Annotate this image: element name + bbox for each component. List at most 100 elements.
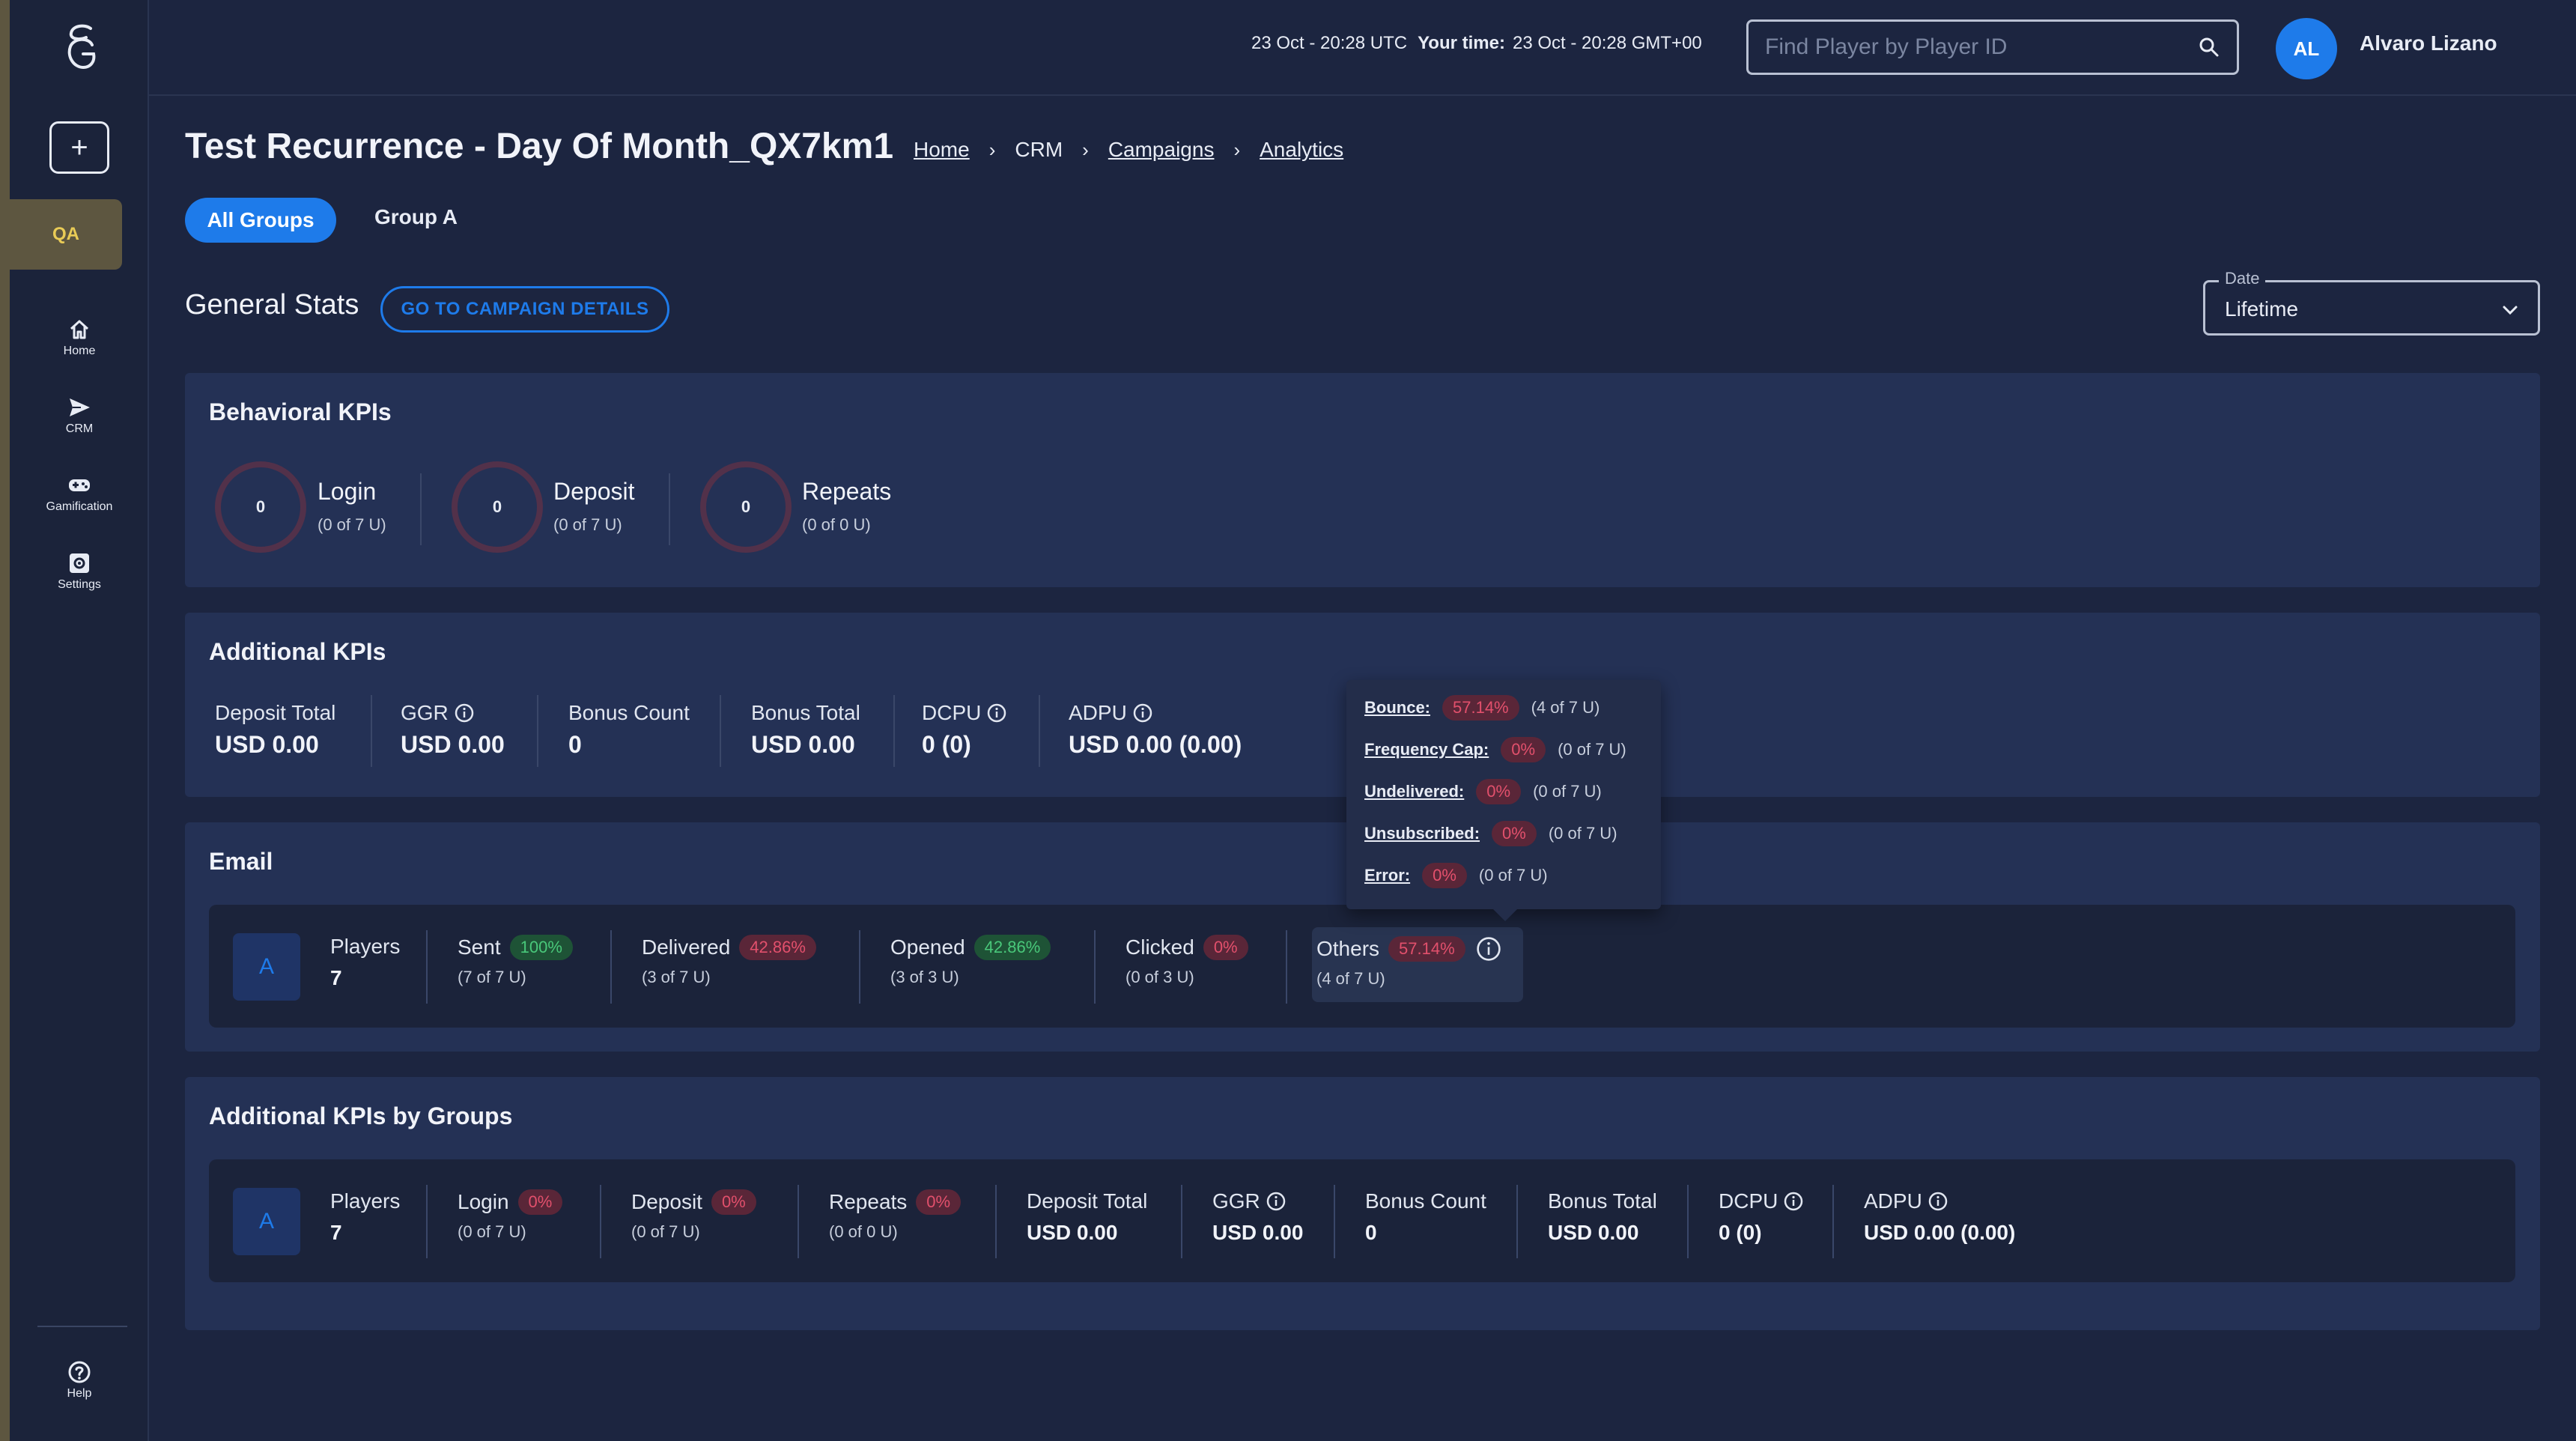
group-badge: A (233, 1188, 300, 1255)
breadcrumb-crm: CRM (1015, 138, 1063, 161)
metric-sub: (0 of 3 U) (1126, 968, 1194, 986)
divider (537, 695, 538, 767)
breadcrumb-analytics[interactable]: Analytics (1260, 138, 1344, 161)
breadcrumb-home[interactable]: Home (914, 138, 970, 161)
divider (426, 1185, 428, 1258)
tooltip-row: Frequency Cap: 0% (0 of 7 U) (1364, 737, 1626, 762)
info-icon[interactable] (987, 703, 1006, 723)
gamepad-icon (69, 479, 90, 491)
sidebar-item-settings[interactable]: Settings (10, 551, 149, 592)
tab-group-a[interactable]: Group A (374, 205, 458, 228)
pct-badge: 0% (916, 1189, 962, 1215)
card-title: Additional KPIs by Groups (209, 1102, 513, 1129)
user-name[interactable]: Alvaro Lizano (2360, 31, 2497, 55)
stat-value: USD 0.00 (0.00) (1069, 731, 1242, 758)
date-value: Lifetime (2225, 297, 2299, 321)
stat-label: Deposit Total (215, 701, 336, 724)
metric-sub: (7 of 7 U) (458, 968, 526, 986)
search-input[interactable] (1765, 34, 2198, 60)
divider (600, 1185, 601, 1258)
group-kpis-card: Additional KPIs by Groups A Players 7 Lo… (185, 1077, 2540, 1330)
tooltip-row: Undelivered: 0% (0 of 7 U) (1364, 779, 1602, 804)
info-icon[interactable] (1784, 1192, 1803, 1211)
metric-login: Login 0% (458, 1189, 563, 1215)
info-icon[interactable] (1266, 1192, 1286, 1211)
tooltip-row: Error: 0% (0 of 7 U) (1364, 863, 1548, 888)
sidebar-item-label: Gamification (46, 500, 113, 513)
tooltip-row: Unsubscribed: 0% (0 of 7 U) (1364, 821, 1617, 846)
sidebar-item-label: Help (67, 1387, 92, 1400)
deposit-ring: 0 (452, 461, 543, 553)
sidebar-item-gamification[interactable]: Gamification (10, 473, 149, 514)
campaign-details-button[interactable]: GO TO CAMPAIGN DETAILS (380, 286, 669, 333)
metric-deposit: Deposit 0% (631, 1189, 756, 1215)
sidebar-item-label: Settings (58, 578, 101, 591)
sidebar: + QA Home CRM Gamification Settings Help (10, 0, 149, 1441)
divider (1094, 930, 1096, 1004)
date-select[interactable]: Date Lifetime (2203, 269, 2540, 336)
home-icon (70, 320, 89, 339)
stat-value: USD 0.00 (0.00) (1864, 1221, 2016, 1244)
info-icon[interactable] (1133, 703, 1152, 723)
divider (371, 695, 372, 767)
players-label: Players (330, 1189, 401, 1213)
metric-sub: (3 of 7 U) (642, 968, 711, 986)
group-badge: A (233, 933, 300, 1001)
player-search[interactable] (1746, 19, 2239, 75)
card-title: Behavioral KPIs (209, 398, 392, 425)
stat-label: GGR (1212, 1189, 1286, 1213)
stat-label: GGR (401, 701, 474, 725)
chevron-right-icon: › (1082, 138, 1089, 161)
info-icon[interactable] (455, 703, 474, 723)
metric-sub: (0 of 7 U) (458, 1222, 526, 1241)
time-display: 23 Oct - 20:28 UTC Your time: 23 Oct - 20:… (1251, 33, 1702, 54)
divider (859, 930, 860, 1004)
create-button[interactable]: + (49, 121, 109, 174)
date-label: Date (2219, 269, 2266, 288)
behavioral-kpis-card: Behavioral KPIs 0 Login (0 of 7 U) 0 Dep… (185, 373, 2540, 587)
stat-value: 0 (568, 731, 582, 758)
avatar[interactable]: AL (2276, 18, 2337, 79)
stat-label: Bonus Total (1548, 1189, 1657, 1213)
metric-sub: (0 of 0 U) (829, 1222, 898, 1241)
general-stats-title: General Stats (185, 289, 359, 321)
sidebar-item-help[interactable]: Help (10, 1360, 149, 1401)
metric-sub: (0 of 7 U) (631, 1222, 700, 1241)
app-logo-icon[interactable] (64, 22, 100, 72)
divider (995, 1185, 997, 1258)
divider (893, 695, 895, 767)
stat-label: ADPU (1069, 701, 1152, 725)
metric-repeats: Repeats 0% (829, 1189, 962, 1215)
local-time: 23 Oct - 20:28 GMT+00 (1512, 33, 1702, 53)
stat-value: USD 0.00 (1027, 1221, 1118, 1244)
pct-badge: 0% (711, 1189, 756, 1215)
chevron-right-icon: › (1233, 138, 1241, 161)
stat-label: ADPU (1864, 1189, 1948, 1213)
divider (1516, 1185, 1518, 1258)
tooltip-row: Bounce: 57.14% (4 of 7 U) (1364, 695, 1600, 720)
sidebar-item-crm[interactable]: CRM (10, 395, 149, 436)
metric-others[interactable]: Others 57.14% (4 of 7 U) (1312, 927, 1523, 1002)
breadcrumb-campaigns[interactable]: Campaigns (1108, 138, 1215, 161)
tab-all-groups[interactable]: All Groups (185, 198, 336, 243)
stat-label: Bonus Count (1365, 1189, 1486, 1213)
stat-value: USD 0.00 (1212, 1221, 1304, 1244)
help-icon (68, 1361, 91, 1383)
settings-icon (70, 553, 89, 573)
pct-badge: 0% (1203, 935, 1248, 960)
metric-sub: (3 of 3 U) (890, 968, 959, 986)
info-icon[interactable] (1476, 936, 1501, 962)
sidebar-item-home[interactable]: Home (10, 318, 149, 358)
pct-badge: 0% (517, 1189, 563, 1215)
info-icon[interactable] (1928, 1192, 1948, 1211)
pct-badge: 100% (509, 935, 573, 960)
send-icon (70, 398, 90, 416)
divider (720, 695, 721, 767)
stat-value: USD 0.00 (751, 731, 855, 758)
pct-badge: 57.14% (1388, 936, 1465, 962)
search-icon[interactable] (2198, 36, 2220, 58)
stat-label: Deposit Total (1027, 1189, 1148, 1213)
stat-label: Bonus Count (568, 701, 690, 724)
kpi-sub: (0 of 7 U) (553, 515, 622, 534)
divider (1687, 1185, 1689, 1258)
